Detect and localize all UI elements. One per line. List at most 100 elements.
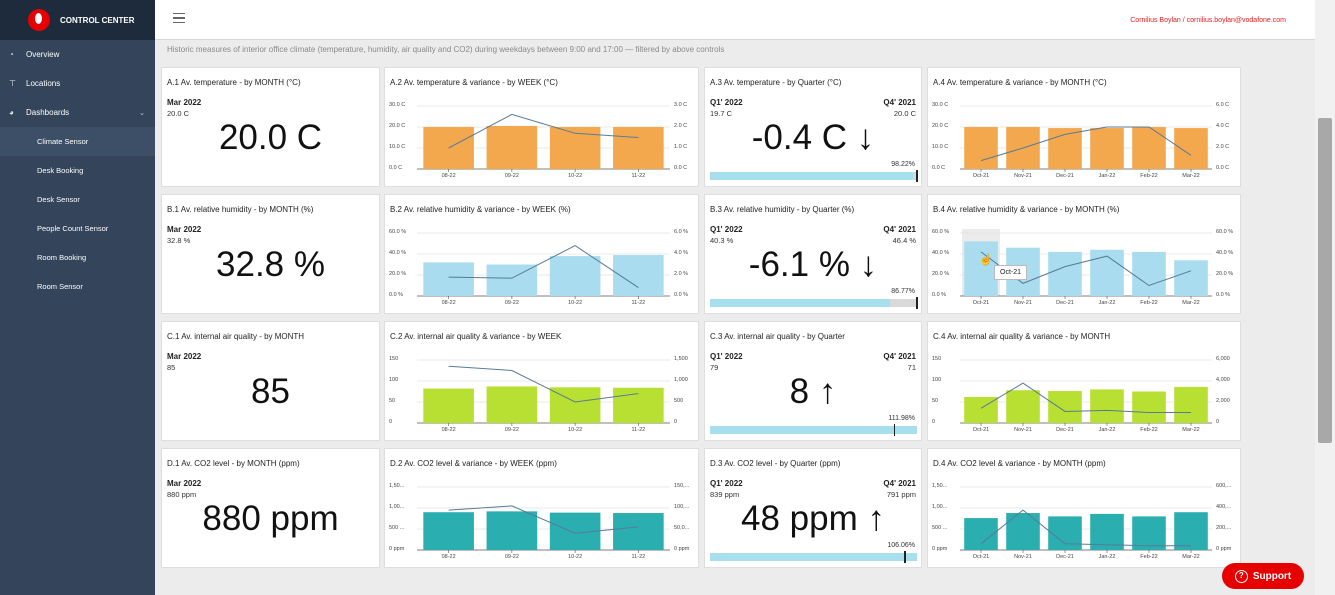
period-value: 85	[167, 363, 176, 372]
q1-label: Q1' 2022	[710, 479, 743, 488]
user-account[interactable]: Cornilius Boylan / cornilius.boylan@voda…	[1130, 17, 1286, 24]
quarter-kpi-card[interactable]: C.3 Av. internal air quality - by Quarte…	[704, 321, 922, 441]
bar[interactable]	[1132, 391, 1166, 424]
bar[interactable]	[1006, 513, 1040, 550]
variance-line	[980, 509, 1191, 547]
bar[interactable]	[549, 256, 601, 296]
single-kpi-card[interactable]: A.1 Av. temperature - by MONTH (°C) Mar 2…	[161, 67, 380, 187]
bar[interactable]	[964, 518, 998, 550]
bar[interactable]	[1174, 260, 1208, 296]
sidebar-item-label: People Count Sensor	[37, 224, 109, 233]
bar[interactable]	[613, 513, 664, 550]
variance-line	[980, 126, 1192, 162]
y2-axis-tick: 600,...	[1216, 483, 1232, 489]
bar[interactable]	[1132, 516, 1166, 550]
y2-axis-tick: 1.0 C	[674, 144, 688, 150]
bar[interactable]	[1174, 128, 1208, 169]
bar[interactable]	[1174, 386, 1208, 423]
weekly-chart-card[interactable]: D.2 Av. CO2 level & variance - by WEEK (…	[384, 448, 699, 568]
y-axis-tick: 150	[932, 356, 942, 362]
sidebar-item-dashboards[interactable]: ◕ Dashboards ⌄	[0, 98, 155, 127]
quarter-kpi-card[interactable]: A.3 Av. temperature - by Quarter (°C) Q1'…	[704, 67, 922, 187]
single-kpi-card[interactable]: B.1 Av. relative humidity - by MONTH (%)…	[161, 194, 380, 314]
q1-label: Q1' 2022	[710, 352, 743, 361]
sidebar-item-climate-sensor[interactable]: Climate Sensor	[0, 127, 155, 156]
weekly-chart-card[interactable]: A.2 Av. temperature & variance - by WEEK…	[384, 67, 699, 187]
x-axis-tick: Mar-22	[1182, 427, 1200, 433]
bar[interactable]	[1048, 516, 1082, 550]
bar[interactable]	[423, 388, 474, 423]
sidebar-item-overview[interactable]: ◔ Overview	[0, 40, 155, 69]
weekly-chart-card[interactable]: C.2 Av. internal air quality & variance …	[384, 321, 699, 441]
bar[interactable]	[1048, 251, 1082, 296]
monthly-chart-card[interactable]: B.4 Av. relative humidity & variance - b…	[927, 194, 1241, 314]
bar[interactable]	[423, 262, 474, 296]
bar[interactable]	[1132, 251, 1166, 296]
sidebar-item-desk-booking[interactable]: Desk Booking	[0, 156, 155, 185]
bar[interactable]	[613, 387, 664, 423]
weekly-chart-card[interactable]: B.2 Av. relative humidity & variance - b…	[384, 194, 699, 314]
card-title: C.4 Av. internal air quality & variance …	[933, 332, 1111, 341]
period-value: 880 ppm	[167, 490, 197, 499]
scrollbar-thumb[interactable]	[1318, 118, 1332, 443]
kpi-value: 20.0 C	[218, 118, 323, 157]
y-axis-tick: 1,00...	[932, 504, 948, 510]
bar[interactable]	[1090, 128, 1124, 169]
sidebar-item-room-booking[interactable]: Room Booking	[0, 243, 155, 272]
sidebar-item-locations[interactable]: ⊤ Locations	[0, 69, 155, 98]
sidebar-item-room-sensor[interactable]: Room Sensor	[0, 272, 155, 301]
variance-line	[448, 365, 639, 403]
y2-axis-tick: 6,000	[1216, 356, 1230, 362]
support-button[interactable]: ? Support	[1222, 563, 1304, 589]
y2-axis-tick: 0 ppm	[1216, 546, 1232, 552]
bar[interactable]	[1090, 389, 1124, 423]
bar[interactable]	[964, 241, 998, 296]
progress-marker	[893, 424, 896, 436]
quarter-kpi-card[interactable]: B.3 Av. relative humidity - by Quarter (…	[704, 194, 922, 314]
bar[interactable]	[1132, 127, 1166, 169]
single-kpi-card[interactable]: D.1 Av. CO2 level - by MONTH (ppm) Mar 20…	[161, 448, 380, 568]
monthly-chart-card[interactable]: C.4 Av. internal air quality & variance …	[927, 321, 1241, 441]
y2-axis-tick: 4.0 C	[1216, 123, 1230, 129]
single-kpi-card[interactable]: C.1 Av. internal air quality - by MONTH M…	[161, 321, 380, 441]
bar[interactable]	[1048, 391, 1082, 423]
bar[interactable]	[486, 386, 538, 423]
scrollbar[interactable]	[1315, 0, 1335, 595]
bar[interactable]	[1090, 249, 1124, 296]
bar[interactable]	[1006, 390, 1040, 423]
variance-line	[448, 245, 639, 289]
sidebar: CONTROL CENTER ◔ Overview ⊤ Locations ◕ Das…	[0, 0, 155, 595]
y-axis-tick: 1,00...	[389, 504, 405, 510]
y-axis-tick: 0.0 %	[932, 292, 947, 298]
monthly-chart-card[interactable]: D.4 Av. CO2 level & variance - by MONTH …	[927, 448, 1241, 568]
brand[interactable]: CONTROL CENTER	[0, 0, 155, 40]
sidebar-item-label: Locations	[26, 79, 61, 88]
x-axis-tick: Dec-21	[1056, 427, 1074, 433]
card-title: B.3 Av. relative humidity - by Quarter (…	[710, 205, 855, 214]
q4-label: Q4' 2021	[883, 352, 916, 361]
bar[interactable]	[1174, 512, 1208, 550]
hamburger-menu-icon[interactable]	[173, 13, 185, 25]
x-axis-tick: Jan-22	[1098, 427, 1116, 433]
bar[interactable]	[486, 125, 538, 169]
y2-axis-tick: 0.0 C	[674, 165, 688, 171]
quarter-kpi-card[interactable]: D.3 Av. CO2 level - by Quarter (ppm) Q1' …	[704, 448, 922, 568]
y-axis-tick: 500 ...	[389, 525, 405, 531]
bar[interactable]	[613, 255, 664, 296]
bar[interactable]	[613, 127, 664, 169]
card-title: C.2 Av. internal air quality & variance …	[390, 332, 562, 341]
y-axis-tick: 100	[932, 377, 942, 383]
monthly-chart-card[interactable]: A.4 Av. temperature & variance - by MONT…	[927, 67, 1241, 187]
progress-bar: 86.77%	[710, 288, 918, 309]
sidebar-item-people-count-sensor[interactable]: People Count Sensor	[0, 214, 155, 243]
chart-plot	[960, 359, 1212, 426]
y2-axis-tick: 2.0 C	[1216, 144, 1230, 150]
bar[interactable]	[486, 511, 538, 550]
support-label: Support	[1252, 570, 1292, 582]
bar[interactable]	[964, 127, 998, 169]
y2-axis-tick: 4,000	[1216, 377, 1230, 383]
x-axis-tick: Dec-21	[1056, 300, 1074, 306]
sidebar-item-desk-sensor[interactable]: Desk Sensor	[0, 185, 155, 214]
bar[interactable]	[423, 512, 474, 550]
y-axis-tick: 30.0 C	[389, 102, 406, 108]
